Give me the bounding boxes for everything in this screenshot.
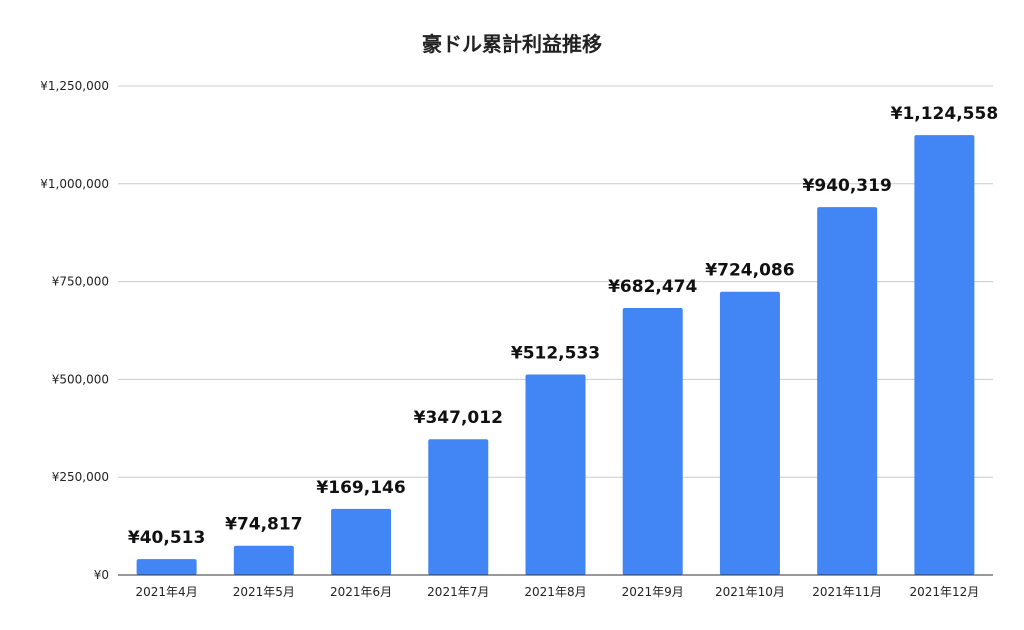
x-tick-label: 2021年9月	[622, 585, 684, 599]
data-label: ¥940,319	[803, 176, 892, 196]
x-tick-label: 2021年4月	[136, 585, 198, 599]
bar	[817, 207, 878, 575]
bars	[136, 135, 975, 575]
data-label: ¥347,012	[414, 408, 503, 428]
y-tick-label: ¥500,000	[52, 372, 109, 386]
y-tick-label: ¥0	[94, 568, 109, 582]
bar	[331, 508, 392, 575]
x-axis-tick-labels: 2021年4月 2021年5月 2021年6月 2021年7月 2021年8月 2021年…	[136, 585, 980, 599]
x-tick-label: 2021年6月	[330, 585, 392, 599]
data-label: ¥74,817	[225, 515, 302, 535]
bar	[428, 439, 489, 575]
data-label: ¥169,146	[316, 478, 405, 498]
x-tick-label: 2021年12月	[909, 585, 979, 599]
data-label: ¥682,474	[608, 277, 697, 297]
data-label: ¥40,513	[128, 528, 205, 548]
x-tick-label: 2021年5月	[233, 585, 295, 599]
chart-title: 豪ドル累計利益推移	[422, 32, 602, 56]
bar	[525, 374, 586, 575]
bar	[233, 545, 294, 575]
y-axis-tick-labels: ¥0 ¥250,000 ¥500,000 ¥750,000 ¥1,000,000 ¥1,2…	[40, 79, 109, 582]
x-tick-label: 2021年7月	[427, 585, 489, 599]
x-tick-label: 2021年8月	[524, 585, 586, 599]
data-label: ¥724,086	[705, 261, 794, 281]
y-tick-label: ¥1,250,000	[40, 79, 109, 93]
y-tick-label: ¥750,000	[52, 275, 109, 289]
data-label: ¥512,533	[511, 343, 600, 363]
bar	[622, 308, 683, 575]
x-tick-label: 2021年10月	[715, 585, 785, 599]
data-label: ¥1,124,558	[891, 104, 999, 124]
y-tick-label: ¥250,000	[52, 470, 109, 484]
y-tick-label: ¥1,000,000	[40, 177, 109, 191]
bar	[914, 135, 975, 575]
x-tick-label: 2021年11月	[812, 585, 882, 599]
bar	[719, 291, 780, 575]
data-labels: ¥40,513 ¥74,817 ¥169,146 ¥347,012 ¥512,533 ¥6…	[128, 104, 998, 548]
bar	[136, 559, 197, 575]
